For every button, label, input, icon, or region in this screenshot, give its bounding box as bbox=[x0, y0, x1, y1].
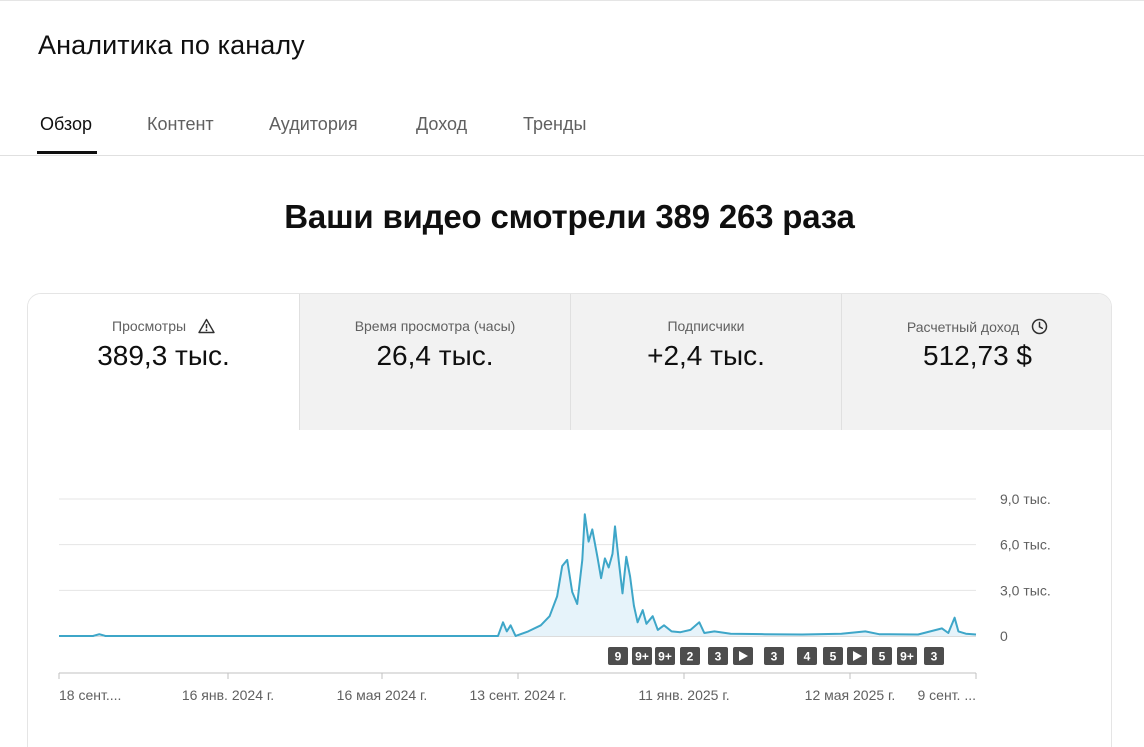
play-icon bbox=[853, 651, 862, 661]
event-marker-label: 4 bbox=[804, 650, 811, 664]
event-marker[interactable]: 5 bbox=[823, 647, 843, 665]
page-title: Аналитика по каналу bbox=[38, 30, 305, 60]
headline: Ваши видео смотрели 389 263 раза bbox=[284, 198, 855, 235]
metric-value: 26,4 тыс. bbox=[376, 340, 494, 371]
metric-value: 389,3 тыс. bbox=[97, 340, 230, 371]
views-area bbox=[59, 514, 976, 636]
event-marker[interactable]: 3 bbox=[708, 647, 728, 665]
metric-label: Просмотры bbox=[112, 318, 187, 334]
tab-bar: Обзор Контент Аудитория Доход Тренды bbox=[0, 100, 1144, 156]
tab-revenue[interactable]: Доход bbox=[416, 114, 468, 134]
metric-subscribers[interactable]: Подписчики +2,4 тыс. bbox=[570, 294, 841, 430]
y-tick-label: 3,0 тыс. bbox=[1000, 582, 1051, 598]
event-marker[interactable]: 3 bbox=[764, 647, 784, 665]
event-marker[interactable]: 4 bbox=[797, 647, 817, 665]
x-tick-label: 13 сент. 2024 г. bbox=[470, 687, 567, 703]
event-marker[interactable]: 9+ bbox=[632, 647, 652, 665]
metrics-chart-card: Просмотры 389,3 тыс. Время просмотра (ча… bbox=[27, 293, 1112, 747]
event-marker-label: 3 bbox=[771, 650, 778, 664]
clock-icon[interactable] bbox=[1031, 318, 1048, 335]
event-marker[interactable]: 9+ bbox=[897, 647, 917, 665]
x-tick-label: 16 янв. 2024 г. bbox=[182, 687, 274, 703]
x-tick-label: 18 сент.... bbox=[59, 687, 121, 703]
event-marker-label: 5 bbox=[830, 650, 837, 664]
x-tick-label: 16 мая 2024 г. bbox=[337, 687, 428, 703]
event-marker-label: 9+ bbox=[658, 650, 672, 664]
y-tick-label: 0 bbox=[1000, 628, 1008, 644]
play-icon bbox=[739, 651, 748, 661]
event-marker-label: 9+ bbox=[635, 650, 649, 664]
tab-overview[interactable]: Обзор bbox=[40, 114, 92, 134]
event-marker-label: 2 bbox=[687, 650, 694, 664]
x-tick-label: 9 сент. ... bbox=[917, 687, 976, 703]
event-marker-label: 3 bbox=[931, 650, 938, 664]
x-tick-label: 11 янв. 2025 г. bbox=[638, 687, 729, 703]
tab-trends[interactable]: Тренды bbox=[523, 114, 587, 134]
tab-audience[interactable]: Аудитория bbox=[269, 114, 358, 134]
metric-label: Расчетный доход bbox=[906, 319, 1020, 335]
metric-revenue[interactable]: Расчетный доход 512,73 $ bbox=[841, 294, 1111, 430]
metric-label: Подписчики bbox=[667, 318, 745, 334]
metric-value: 512,73 $ bbox=[923, 340, 1032, 371]
event-marker-label: 3 bbox=[715, 650, 722, 664]
views-chart[interactable]: 9,0 тыс. 6,0 тыс. 3,0 тыс. 0 9 9+ 9+ 2 3 3 4 5 5 9+ 3 1… bbox=[28, 294, 1112, 747]
metric-watch-time[interactable]: Время просмотра (часы) 26,4 тыс. bbox=[299, 294, 570, 430]
active-tab-indicator bbox=[37, 151, 97, 154]
event-marker[interactable]: 2 bbox=[680, 647, 700, 665]
y-tick-label: 6,0 тыс. bbox=[1000, 537, 1051, 553]
event-marker[interactable] bbox=[733, 647, 753, 665]
warning-icon[interactable] bbox=[198, 318, 215, 334]
event-marker-label: 9 bbox=[615, 650, 622, 664]
event-marker[interactable] bbox=[847, 647, 867, 665]
event-marker-label: 5 bbox=[879, 650, 886, 664]
views-line bbox=[59, 513, 977, 637]
metric-value: +2,4 тыс. bbox=[647, 340, 765, 371]
metric-views[interactable]: Просмотры 389,3 тыс. bbox=[28, 294, 299, 430]
metric-label: Время просмотра (часы) bbox=[354, 318, 516, 334]
top-divider bbox=[0, 0, 1144, 1]
event-marker[interactable]: 9 bbox=[608, 647, 628, 665]
event-marker[interactable]: 3 bbox=[924, 647, 944, 665]
event-marker[interactable]: 5 bbox=[872, 647, 892, 665]
event-marker[interactable]: 9+ bbox=[655, 647, 675, 665]
tab-content[interactable]: Контент bbox=[147, 114, 214, 134]
event-marker-label: 9+ bbox=[900, 650, 914, 664]
y-tick-label: 9,0 тыс. bbox=[1000, 491, 1051, 507]
x-tick-label: 12 мая 2025 г. bbox=[805, 687, 896, 703]
